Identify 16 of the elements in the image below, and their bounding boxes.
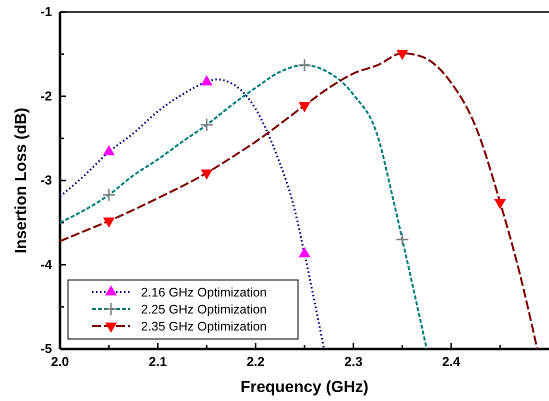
legend-label: 2.35 GHz Optimization: [141, 320, 267, 334]
y-tick-label: -3: [40, 172, 52, 188]
legend-label: 2.25 GHz Optimization: [141, 302, 267, 316]
x-tick-label: 2.1: [148, 354, 167, 370]
line-series: [59, 64, 428, 350]
x-axis-title: Frequency (GHz): [240, 379, 369, 396]
y-tick-label: -4: [40, 256, 53, 272]
y-tick-label: -2: [40, 88, 52, 104]
x-tick-label: 2.4: [442, 354, 462, 370]
x-tick-label: 2.0: [50, 354, 70, 370]
y-tick-label: -1: [40, 4, 52, 20]
legend-label: 2.16 GHz Optimization: [141, 286, 267, 300]
y-axis-title: Insertion Loss (dB): [13, 108, 30, 254]
y-tick-label: -5: [40, 341, 52, 356]
x-tick-label: 2.3: [344, 354, 362, 370]
x-tick-label: 2.2: [246, 354, 265, 370]
